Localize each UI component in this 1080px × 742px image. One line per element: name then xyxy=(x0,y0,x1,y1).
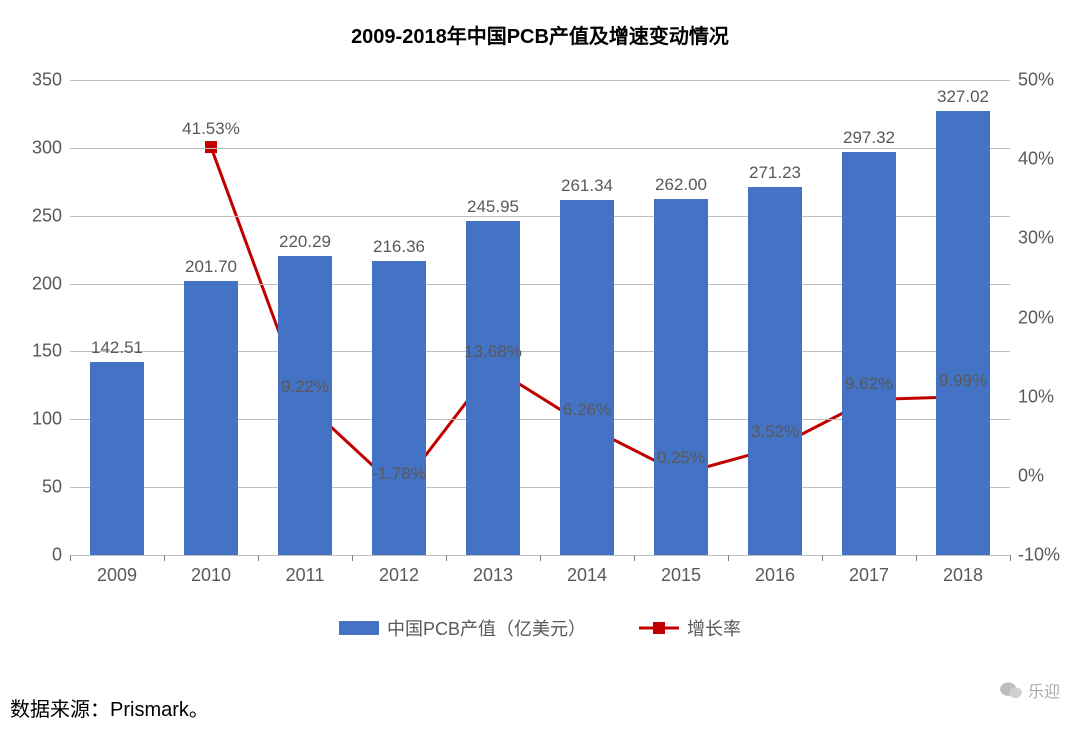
bar-value-label: 271.23 xyxy=(749,163,801,187)
bar: 271.23 xyxy=(748,187,803,555)
x-tick-label: 2017 xyxy=(849,555,889,586)
x-tick xyxy=(916,555,917,561)
line-value-label: 9.62% xyxy=(845,374,893,394)
bar: 216.36 xyxy=(372,261,427,555)
bar: 201.70 xyxy=(184,281,239,555)
y-left-tick-label: 250 xyxy=(32,205,70,226)
y-left-tick-label: 150 xyxy=(32,341,70,362)
x-tick xyxy=(728,555,729,561)
y-left-tick-label: 350 xyxy=(32,70,70,91)
bar-value-label: 216.36 xyxy=(373,237,425,261)
y-right-tick-label: 50% xyxy=(1010,70,1054,91)
x-tick-label: 2009 xyxy=(97,555,137,586)
source-text: 数据来源：Prismark。 xyxy=(10,693,209,722)
bar-value-label: 142.51 xyxy=(91,338,143,362)
y-left-tick-label: 200 xyxy=(32,273,70,294)
chart-container: 2009-2018年中国PCB产值及增速变动情况 050100150200250… xyxy=(0,0,1080,742)
y-left-tick-label: 0 xyxy=(52,545,70,566)
x-tick-label: 2011 xyxy=(286,555,325,586)
plot-area: 050100150200250300350-10%0%10%20%30%40%5… xyxy=(70,80,1010,555)
x-tick xyxy=(540,555,541,561)
legend-line-label: 增长率 xyxy=(687,615,741,641)
x-tick-label: 2016 xyxy=(755,555,795,586)
bar-value-label: 297.32 xyxy=(843,128,895,152)
y-right-tick-label: 10% xyxy=(1010,386,1054,407)
legend-item-bars: 中国PCB产值（亿美元） xyxy=(339,615,586,641)
bar-value-label: 201.70 xyxy=(185,257,237,281)
y-right-tick-label: -10% xyxy=(1010,545,1060,566)
legend-item-line: 增长率 xyxy=(639,615,741,641)
line-value-label: 9.99% xyxy=(939,371,987,391)
x-tick-label: 2018 xyxy=(943,555,983,586)
y-right-tick-label: 0% xyxy=(1010,465,1044,486)
bar: 245.95 xyxy=(466,221,521,555)
x-tick xyxy=(446,555,447,561)
x-tick xyxy=(352,555,353,561)
x-tick xyxy=(822,555,823,561)
x-tick-label: 2010 xyxy=(191,555,231,586)
x-tick xyxy=(70,555,71,561)
line-value-label: -1.78% xyxy=(372,464,426,484)
legend-line-swatch xyxy=(639,621,679,635)
x-tick xyxy=(164,555,165,561)
line-value-label: 0.25% xyxy=(657,448,705,468)
bar: 261.34 xyxy=(560,200,615,555)
x-tick-label: 2013 xyxy=(473,555,513,586)
bar: 297.32 xyxy=(842,152,897,556)
y-right-tick-label: 30% xyxy=(1010,228,1054,249)
x-tick-label: 2014 xyxy=(567,555,607,586)
bar-value-label: 245.95 xyxy=(467,197,519,221)
gridline xyxy=(70,80,1010,81)
y-left-tick-label: 100 xyxy=(32,409,70,430)
bar-value-label: 261.34 xyxy=(561,176,613,200)
bar-value-label: 220.29 xyxy=(279,232,331,256)
bar: 327.02 xyxy=(936,111,991,555)
legend-bar-label: 中国PCB产值（亿美元） xyxy=(387,615,586,641)
bar-value-label: 327.02 xyxy=(937,87,989,111)
chart-title: 2009-2018年中国PCB产值及增速变动情况 xyxy=(0,20,1080,49)
line-value-label: 9.22% xyxy=(281,377,329,397)
watermark-text: 乐迎 xyxy=(1028,678,1060,702)
line-value-label: 3.52% xyxy=(751,422,799,442)
y-left-tick-label: 50 xyxy=(42,477,70,498)
x-tick xyxy=(258,555,259,561)
line-value-label: 6.26% xyxy=(563,400,611,420)
y-left-tick-label: 300 xyxy=(32,137,70,158)
x-tick xyxy=(1010,555,1011,561)
x-tick-label: 2012 xyxy=(379,555,419,586)
bar: 142.51 xyxy=(90,362,145,555)
line-value-label: 13.68% xyxy=(464,342,522,362)
bar: 262.00 xyxy=(654,199,709,555)
y-right-tick-label: 40% xyxy=(1010,149,1054,170)
wechat-icon xyxy=(1000,681,1022,699)
legend-bar-swatch xyxy=(339,621,379,635)
x-tick-label: 2015 xyxy=(661,555,701,586)
x-tick xyxy=(634,555,635,561)
bar-value-label: 262.00 xyxy=(655,175,707,199)
legend: 中国PCB产值（亿美元） 增长率 xyxy=(0,615,1080,641)
watermark: 乐迎 xyxy=(1000,678,1060,702)
line-value-label: 41.53% xyxy=(182,119,240,139)
bar: 220.29 xyxy=(278,256,333,555)
y-right-tick-label: 20% xyxy=(1010,307,1054,328)
